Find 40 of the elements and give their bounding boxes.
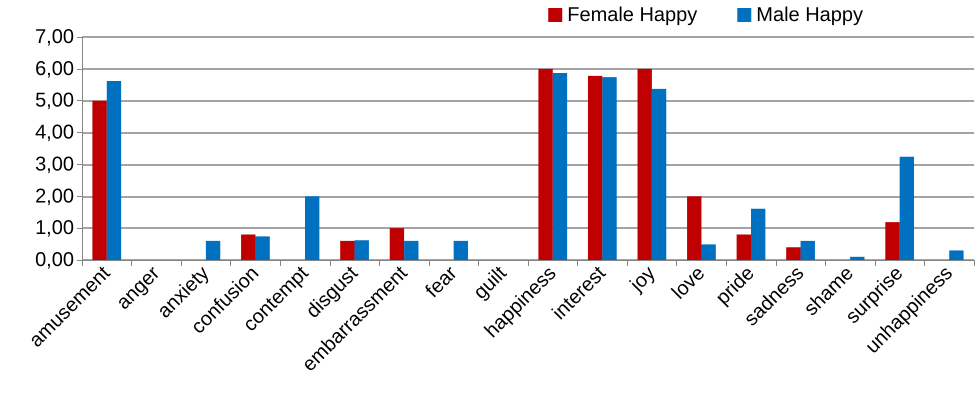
- bar: [652, 88, 666, 260]
- bar: [786, 247, 801, 260]
- bar: [390, 228, 404, 260]
- y-tick-label: 1,00: [35, 217, 74, 240]
- bar: [736, 234, 751, 260]
- bar: [92, 100, 107, 260]
- y-tick-label: 4,00: [35, 122, 74, 144]
- bar: [638, 68, 652, 260]
- bar: [900, 156, 914, 260]
- legend-label: Male Happy: [756, 4, 863, 26]
- bar: [602, 77, 617, 260]
- bar: [305, 196, 320, 260]
- bar: [850, 256, 864, 260]
- bar: [454, 240, 468, 260]
- y-tick-label: 3,00: [35, 153, 74, 176]
- y-tick-label: 6,00: [35, 58, 74, 80]
- legend-label: Female Happy: [567, 4, 698, 26]
- bar: [404, 240, 418, 260]
- bar: [241, 234, 256, 260]
- bar: [206, 240, 220, 260]
- x-tick-label: love: [668, 262, 710, 304]
- x-tick-label: joy: [625, 262, 660, 297]
- bar: [552, 73, 568, 260]
- bar: [106, 80, 122, 260]
- bar: [588, 76, 602, 260]
- bar: [949, 250, 964, 260]
- bar: [751, 208, 766, 260]
- y-tick-label: 5,00: [35, 90, 74, 112]
- bar: [687, 196, 702, 260]
- y-tick-label: 7,00: [35, 26, 74, 48]
- y-tick-label: 2,00: [35, 185, 74, 208]
- bar: [340, 240, 355, 260]
- bar: [701, 244, 716, 260]
- bar: [354, 240, 369, 260]
- bar: [800, 240, 815, 260]
- x-tick-label: fear: [422, 262, 462, 302]
- bar: [538, 68, 553, 260]
- bar: [885, 222, 900, 260]
- y-tick-label: 0,00: [35, 249, 74, 271]
- bar: [255, 236, 270, 260]
